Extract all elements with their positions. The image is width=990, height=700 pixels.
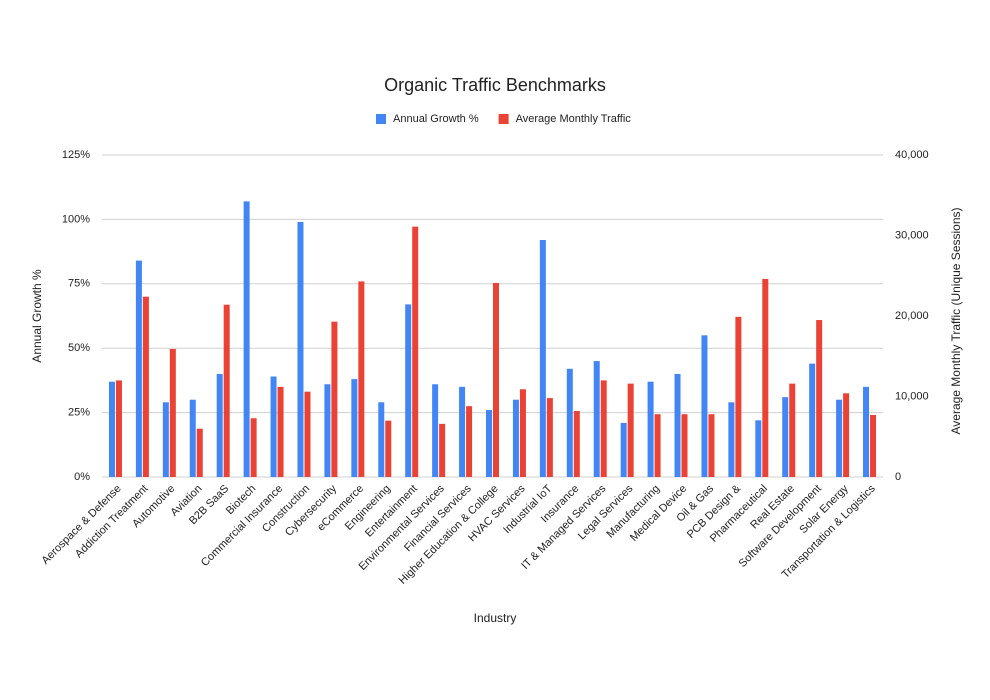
bar xyxy=(681,414,688,477)
bar xyxy=(654,414,661,477)
bar xyxy=(493,282,499,477)
bar xyxy=(115,380,122,477)
bar xyxy=(270,376,277,477)
bar xyxy=(620,422,627,477)
bar xyxy=(539,240,546,477)
bar xyxy=(459,386,466,477)
legend-label: Average Monthly Traffic xyxy=(516,113,632,125)
bar xyxy=(863,386,870,477)
bar xyxy=(566,368,573,477)
bar xyxy=(519,389,526,477)
y-tick-label: 50% xyxy=(68,342,90,354)
bar xyxy=(432,384,439,477)
bar xyxy=(216,373,223,477)
legend-swatch xyxy=(498,114,509,124)
y-tick-label: 125% xyxy=(62,149,90,161)
bar xyxy=(762,278,769,477)
bar xyxy=(351,379,358,477)
bar xyxy=(439,423,446,477)
bar xyxy=(647,381,654,477)
bar xyxy=(809,363,816,477)
bar xyxy=(755,420,762,477)
bar xyxy=(243,201,250,478)
x-axis-label: Industry xyxy=(474,611,517,625)
legend-label: Annual Growth % xyxy=(393,113,479,125)
bar xyxy=(196,428,203,477)
bar xyxy=(674,373,681,477)
y2-axis-label: Average Monthly Traffic (Unique Sessions… xyxy=(949,207,963,434)
bar xyxy=(142,296,149,477)
bar xyxy=(735,316,742,477)
bar xyxy=(297,221,304,477)
bar xyxy=(385,420,392,477)
bar xyxy=(789,383,796,477)
bar xyxy=(108,381,115,477)
bar xyxy=(593,361,600,477)
bar xyxy=(304,391,311,477)
bar xyxy=(816,320,823,477)
bar xyxy=(378,402,385,477)
bar xyxy=(708,414,715,477)
y-tick-label: 75% xyxy=(68,278,90,290)
bar xyxy=(870,415,877,477)
bar xyxy=(512,399,519,477)
bar xyxy=(405,304,412,477)
bar xyxy=(843,393,850,477)
bar xyxy=(189,399,196,477)
bar xyxy=(466,406,473,477)
bar xyxy=(782,397,789,477)
bar xyxy=(250,418,257,477)
bar xyxy=(573,410,580,477)
y2-tick-label: 30,000 xyxy=(895,229,929,241)
bar xyxy=(277,386,284,477)
y2-tick-label: 40,000 xyxy=(895,149,929,161)
y-tick-label: 100% xyxy=(62,213,90,225)
bar xyxy=(701,335,708,477)
legend-swatch xyxy=(376,114,386,124)
bar xyxy=(412,226,419,477)
bar xyxy=(358,281,365,477)
bar xyxy=(324,384,331,477)
bar xyxy=(728,402,735,477)
bar xyxy=(627,383,634,477)
y-axis-label: Annual Growth % xyxy=(30,269,44,363)
bar xyxy=(331,321,338,477)
bar xyxy=(486,410,492,477)
y2-tick-label: 20,000 xyxy=(895,310,929,322)
y-tick-label: 0% xyxy=(74,471,90,483)
bar xyxy=(836,399,843,477)
chart-title: Organic Traffic Benchmarks xyxy=(384,75,606,95)
y-tick-label: 25% xyxy=(68,407,90,419)
bar xyxy=(162,402,169,477)
y2-tick-label: 0 xyxy=(895,471,901,483)
bar xyxy=(223,304,230,477)
bar xyxy=(135,260,142,477)
y2-tick-label: 10,000 xyxy=(895,390,929,402)
bar xyxy=(546,398,553,477)
bar xyxy=(169,349,176,477)
bar xyxy=(600,380,607,477)
